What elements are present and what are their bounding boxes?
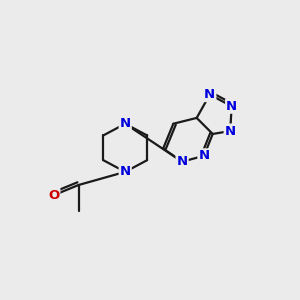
Text: N: N bbox=[226, 100, 237, 113]
Text: O: O bbox=[48, 189, 59, 202]
Text: N: N bbox=[120, 117, 131, 130]
Text: N: N bbox=[198, 149, 209, 162]
Text: N: N bbox=[176, 155, 188, 168]
Text: N: N bbox=[120, 165, 131, 178]
Text: N: N bbox=[225, 124, 236, 137]
Text: N: N bbox=[204, 88, 215, 101]
